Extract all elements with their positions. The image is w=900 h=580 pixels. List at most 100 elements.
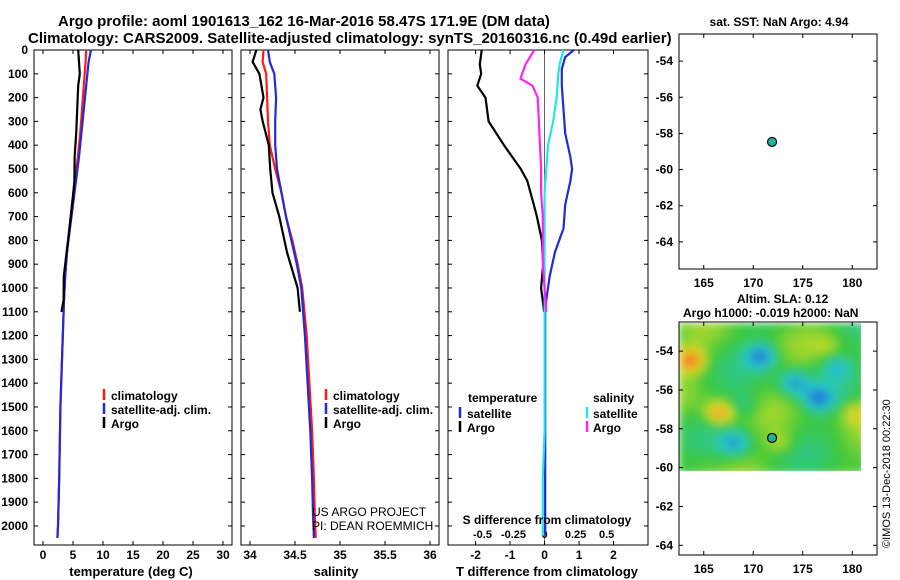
sla-cell [781,431,788,438]
sla-cell [751,431,758,438]
sla-cell [823,377,830,384]
sst-map-title: sat. SST: NaN Argo: 4.94 [710,15,849,29]
sla-cell [823,461,830,468]
sla-cell [697,437,704,444]
sla-cell [841,371,848,378]
sla-cell [763,425,770,432]
sla-cell [775,359,782,366]
sla-cell [745,467,752,471]
sla-cell [841,461,848,468]
sla-cell [799,413,806,420]
sla-cell [793,353,800,360]
sla-cell [787,407,794,414]
sla-cell [733,413,740,420]
sla-cell [691,425,698,432]
sla-cell [841,413,848,420]
sla-cell [829,449,836,456]
sla-cell [691,419,698,426]
sla-cell [799,455,806,462]
series-line-satellite [544,49,575,536]
sla-cell [679,323,686,330]
sla-cell [727,341,734,348]
sla-cell [721,335,728,342]
sla-cell [721,449,728,456]
depth-tick-label: 1900 [1,495,28,509]
sla-heatmap [679,323,861,471]
sla-cell [685,329,692,336]
sla-cell [805,407,812,414]
sla-cell [781,377,788,384]
sla-cell [757,353,764,360]
sla-cell [715,455,722,462]
sla-cell [751,413,758,420]
sla-cell [691,449,698,456]
map-y-tick-label: -60 [656,163,674,177]
sla-cell [835,443,842,450]
sla-cell [733,407,740,414]
sla-cell [739,329,746,336]
depth-tick-label: 1800 [1,471,28,485]
sla-cell [727,401,734,408]
sla-cell [805,455,812,462]
sla-cell [727,353,734,360]
sla-cell [691,431,698,438]
sla-cell [805,389,812,396]
sla-cell [835,425,842,432]
sla-cell [853,389,860,396]
sla-cell [769,449,776,456]
sla-cell [751,329,758,336]
sla-cell [859,359,861,366]
sla-cell [679,401,686,408]
series-line-salinity_sat_diff [541,49,565,536]
sla-cell [817,329,824,336]
salinity-panel: 34 34.5 35 35.5 36 climatologysatellite-adj.… [240,49,440,579]
sla-cell [817,341,824,348]
sla-cell [859,431,861,438]
sla-cell [709,455,716,462]
sla-cell [811,383,818,390]
sla-cell [709,389,716,396]
legend-label: Argo [593,421,621,435]
sla-cell [739,347,746,354]
sla-cell [697,335,704,342]
sla-cell [811,401,818,408]
sla-cell [769,395,776,402]
sla-cell [769,365,776,372]
sla-cell [781,395,788,402]
sla-cell [679,425,686,432]
sla-cell [859,341,861,348]
sla-cell [679,365,686,372]
sla-cell [775,443,782,450]
sla-cell [685,449,692,456]
sla-cell [727,395,734,402]
sla-cell [703,359,710,366]
sla-cell [757,431,764,438]
sla-cell [787,383,794,390]
sla-cell [739,389,746,396]
sla-cell [775,389,782,396]
sla-cell [757,365,764,372]
sla-cell [757,401,764,408]
sla-cell [811,347,818,354]
salinity-axis: 34 34.5 35 35.5 36 [243,50,437,562]
sla-cell [805,419,812,426]
sla-cell [823,371,830,378]
sla-cell [817,431,824,438]
sla-cell [829,359,836,366]
sla-cell [847,461,854,468]
sla-cell [769,323,776,330]
sla-cell [781,467,788,471]
sla-cell [781,335,788,342]
sla-cell [805,413,812,420]
sla-cell [787,443,794,450]
sla-cell [769,353,776,360]
sla-cell [757,467,764,471]
sla-cell [853,335,860,342]
sla-cell [727,377,734,384]
sla-cell [793,419,800,426]
depth-tick-label: 1500 [1,400,28,414]
depth-tick-label: 1100 [2,305,28,319]
sla-cell [685,407,692,414]
sla-cell [763,371,770,378]
sla-cell [847,419,854,426]
